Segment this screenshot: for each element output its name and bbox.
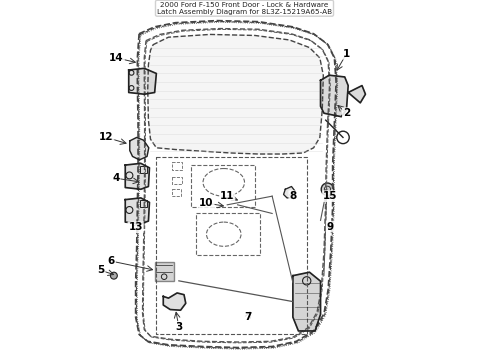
Circle shape [321, 183, 333, 195]
Text: 9: 9 [326, 222, 333, 231]
Bar [172, 162, 182, 170]
Polygon shape [283, 186, 294, 198]
Bar [140, 166, 147, 173]
Polygon shape [128, 68, 156, 94]
Polygon shape [320, 75, 347, 117]
Bar [172, 177, 182, 184]
Text: 15: 15 [322, 191, 337, 201]
Polygon shape [125, 198, 149, 224]
Text: 8: 8 [289, 191, 296, 201]
Text: 3: 3 [175, 322, 182, 332]
Text: 2: 2 [342, 108, 349, 118]
Bar [154, 262, 173, 281]
Text: 12: 12 [99, 132, 113, 143]
Text: 13: 13 [128, 222, 142, 232]
Text: 14: 14 [109, 53, 123, 63]
Text: 10: 10 [199, 198, 213, 208]
Text: 7: 7 [244, 312, 251, 322]
Bar [172, 189, 180, 196]
Text: 5: 5 [97, 265, 104, 275]
Polygon shape [129, 138, 148, 160]
Text: 6: 6 [107, 256, 115, 266]
Bar [140, 200, 147, 207]
Polygon shape [292, 272, 320, 331]
Text: 2000 Ford F-150 Front Door - Lock & Hardware
Latch Assembly Diagram for 8L3Z-152: 2000 Ford F-150 Front Door - Lock & Hard… [157, 2, 331, 15]
Text: 11: 11 [220, 191, 234, 201]
Polygon shape [125, 163, 149, 189]
Text: 1: 1 [342, 49, 349, 59]
Circle shape [110, 272, 117, 279]
Polygon shape [347, 86, 365, 103]
Polygon shape [147, 35, 323, 154]
Text: 4: 4 [112, 173, 120, 183]
Polygon shape [163, 293, 185, 310]
